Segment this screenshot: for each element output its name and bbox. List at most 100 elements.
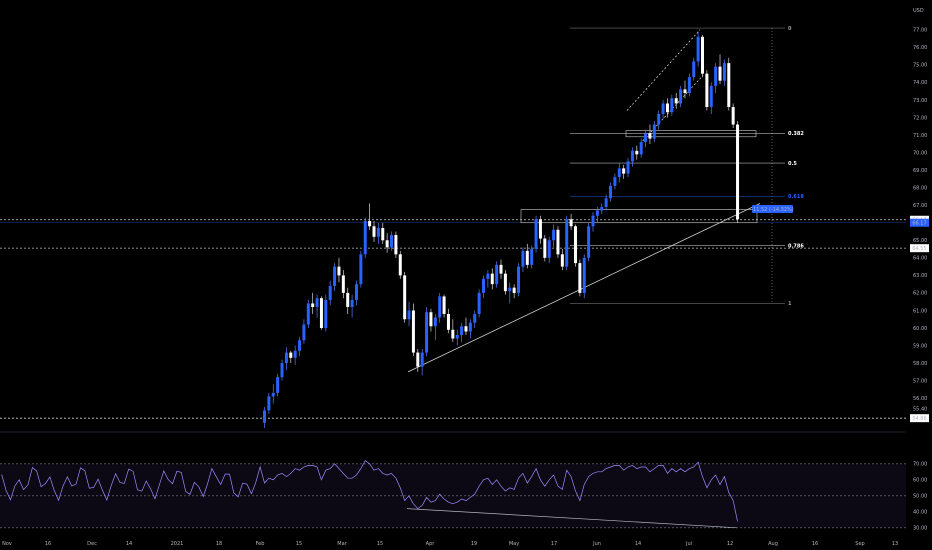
candle-body xyxy=(543,238,547,258)
candle-body xyxy=(556,229,560,255)
candle-body xyxy=(289,352,293,358)
price-axis-tick-label: 67.00 xyxy=(913,203,927,209)
price-axis-tick-label: 56.00 xyxy=(913,396,927,402)
rsi-axis-tick-label: 30.00 xyxy=(913,526,927,532)
candle-body xyxy=(499,264,503,274)
price-axis-tick-label: 71.00 xyxy=(913,133,927,139)
price-axis-tick-label: 77.00 xyxy=(913,28,927,34)
price-axis-tick-label: 72.00 xyxy=(913,115,927,121)
time-axis-tick-label: Jun xyxy=(592,541,601,547)
time-axis-tick-label: Aug xyxy=(768,541,778,547)
candle-body xyxy=(490,273,494,285)
rsi-axis-tick-label: 60.00 xyxy=(913,478,927,484)
candle-body xyxy=(276,377,280,393)
rsi-axis-tick-label: 70.00 xyxy=(913,462,927,468)
candle-body xyxy=(565,219,569,267)
candle-body xyxy=(609,185,613,199)
price-badge xyxy=(910,218,929,227)
candle-body xyxy=(709,85,713,107)
time-axis-tick-label: 19 xyxy=(471,541,477,547)
time-axis-tick-label: May xyxy=(509,541,519,547)
price-axis-tick-label: 70.00 xyxy=(913,150,927,156)
candle-body xyxy=(626,161,630,174)
time-axis-tick-label: 17 xyxy=(551,541,557,547)
candle-body xyxy=(495,264,499,285)
measure-label: -11.52 (-14.32%) xyxy=(751,205,794,213)
candle-body xyxy=(736,124,740,220)
candle-body xyxy=(635,150,639,155)
time-axis-tick-label: 14 xyxy=(635,541,641,547)
resistance-zone xyxy=(625,130,757,138)
fib-level-label: 0.618 xyxy=(788,194,804,200)
price-panel[interactable]: 0 0.382 0.5 0.618 0.786 1 -11.52 (-14.32%) xyxy=(0,26,906,428)
time-axis-tick-label: Apr xyxy=(426,541,436,547)
candle-body xyxy=(425,312,429,353)
candle-body xyxy=(271,392,275,397)
candle-body xyxy=(569,219,573,227)
candle-body xyxy=(293,350,297,358)
candle-body xyxy=(381,228,385,241)
candle-body xyxy=(648,133,652,139)
candle-body xyxy=(547,240,551,258)
candle-body xyxy=(538,219,542,239)
fib-level-label: 1 xyxy=(788,301,792,307)
candle-body xyxy=(328,285,332,300)
candle-body xyxy=(718,66,722,81)
price-axis-tick-label: 74.00 xyxy=(913,80,927,86)
candle-body xyxy=(696,36,700,62)
time-axis-tick-label: 13 xyxy=(892,541,898,547)
candle-body xyxy=(705,73,709,107)
time-axis-tick-label: Mar xyxy=(337,541,347,547)
candle-body xyxy=(368,221,372,227)
candle-body xyxy=(604,198,608,207)
candle-body xyxy=(727,63,731,107)
candle-body xyxy=(298,340,302,351)
candle-body xyxy=(613,177,617,186)
price-axis-tick-label: 62.00 xyxy=(913,291,927,297)
candle-body xyxy=(385,240,389,248)
candle-body xyxy=(333,266,337,286)
time-axis-tick-label: Jul xyxy=(685,541,692,547)
candle-body xyxy=(451,329,455,339)
candle-body xyxy=(302,324,306,341)
candle-body xyxy=(482,278,485,293)
candle-body xyxy=(661,103,665,114)
candle-body xyxy=(337,266,341,276)
candle-body xyxy=(398,254,402,276)
price-axis-currency-label: USD xyxy=(913,8,924,14)
candle-body xyxy=(622,168,626,174)
candle-body xyxy=(652,124,656,139)
candle-body xyxy=(263,410,266,423)
candle-body xyxy=(503,273,507,292)
candle-body xyxy=(665,103,669,113)
rsi-panel[interactable] xyxy=(0,460,906,529)
resistance-zone xyxy=(520,209,758,224)
time-axis-tick-label: 2021 xyxy=(171,541,184,547)
candle-body xyxy=(578,263,582,293)
candle-body xyxy=(560,254,564,267)
candle-body xyxy=(460,326,464,336)
channel-lower-line xyxy=(639,75,704,145)
candle-body xyxy=(722,63,726,81)
candle-body xyxy=(639,142,643,155)
measure-label-text: -11.52 (-14.32%) xyxy=(751,207,794,213)
candle-body xyxy=(486,273,490,279)
fib-level-label: 0 xyxy=(788,26,792,32)
candle-body xyxy=(411,310,415,353)
candle-body xyxy=(512,287,516,293)
time-axis-tick-label: 16 xyxy=(812,541,818,547)
candle-body xyxy=(508,287,512,292)
price-badge xyxy=(910,414,929,423)
candle-body xyxy=(595,210,599,216)
candle-body xyxy=(644,133,648,143)
candle-body xyxy=(683,89,687,93)
candle-body xyxy=(573,226,577,264)
candle-body xyxy=(692,61,696,78)
candle-body xyxy=(438,296,442,318)
candle-body xyxy=(687,77,691,93)
candle-body xyxy=(407,310,411,320)
measure-label-box xyxy=(752,205,793,213)
candle-body xyxy=(701,36,704,74)
rsi-divergence-line xyxy=(406,508,738,529)
